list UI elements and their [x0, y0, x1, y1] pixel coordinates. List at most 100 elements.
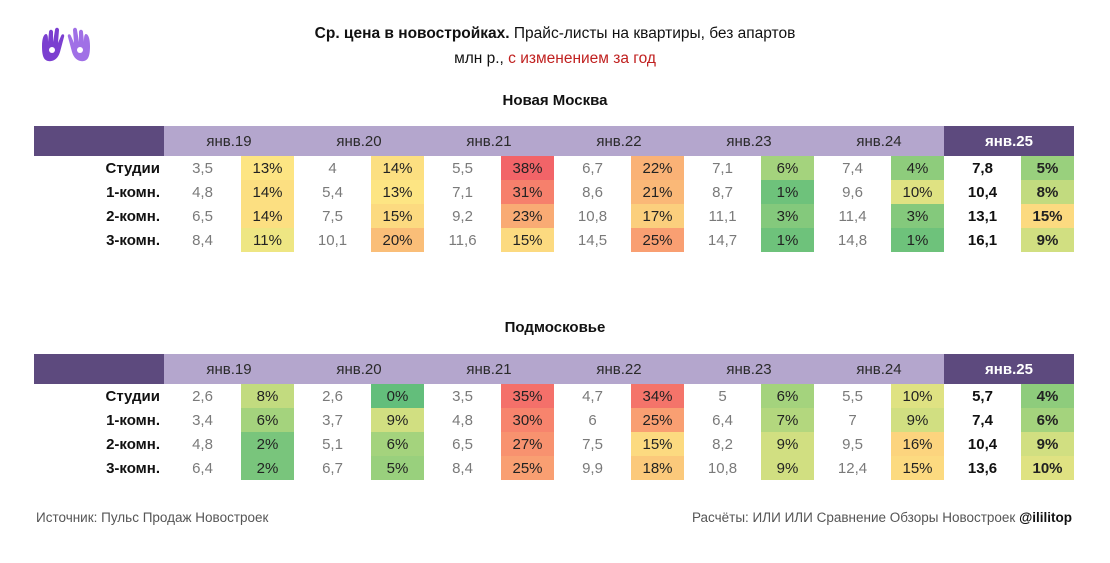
price-cell: 6,4 [192, 459, 213, 477]
change-cell: 35% [501, 384, 554, 408]
section-title-new-moscow: Новая Москва [502, 92, 608, 109]
price-cell: 10,1 [317, 231, 348, 249]
credits-note: Расчёты: ИЛИ ИЛИ Сравнение Обзоры Новост… [692, 510, 1072, 525]
price-cell: 9,5 [842, 435, 863, 453]
change-cell: 6% [371, 432, 424, 456]
price-cell: 10,8 [577, 207, 608, 225]
price-cell: 7,1 [452, 183, 473, 201]
table-row: 2-комн. 4,8 2% 5,1 6% 6,5 27% 7,5 15% 8,2 9% 9,5 16%… [34, 432, 1074, 456]
change-cell: 15% [371, 204, 424, 228]
price-cell: 14,5 [577, 231, 608, 249]
price-cell: 7 [848, 411, 857, 429]
chart-title: Ср. цена в новостройках. Прайс-листы на … [0, 25, 1110, 43]
change-cell: 1% [891, 228, 944, 252]
price-cell: 4,8 [192, 183, 213, 201]
credits-text: Расчёты: ИЛИ ИЛИ Сравнение Обзоры Новост… [691, 510, 1020, 525]
price-cell: 6,7 [582, 159, 603, 177]
price-cell: 11,4 [838, 207, 867, 225]
chart-subtitle: млн р., с изменением за год [0, 50, 1110, 68]
header-corner [34, 126, 164, 156]
price-cell: 2,6 [322, 387, 343, 405]
change-cell: 6% [1021, 408, 1074, 432]
change-cell: 13% [371, 180, 424, 204]
change-cell: 34% [631, 384, 684, 408]
change-cell: 9% [761, 432, 814, 456]
table-row: 3-комн. 8,4 11% 10,1 20% 11,6 15% 14,5 25% 14,7 1%… [34, 228, 1074, 252]
header-row: янв.19 янв.20 янв.21 янв.22 янв.23 янв.24 янв.… [34, 354, 1074, 384]
table-row: 1-комн. 4,8 14% 5,4 13% 7,1 31% 8,6 21% 8,7 1% 9,6 1… [34, 180, 1074, 204]
change-cell: 11% [241, 228, 294, 252]
price-cell: 13,6 [967, 459, 998, 477]
column-header-period: янв.22 [554, 354, 684, 384]
change-cell: 6% [761, 156, 814, 180]
price-cell: 8,7 [712, 183, 733, 201]
two-hands-logo-icon [42, 27, 90, 62]
table-row: Студии 2,6 8% 2,6 0% 3,5 35% 4,7 34% 5 6% 5,5 10% 5,7… [34, 384, 1074, 408]
change-cell: 20% [371, 228, 424, 252]
change-cell: 16% [891, 432, 944, 456]
change-cell: 38% [501, 156, 554, 180]
change-cell: 10% [891, 180, 944, 204]
change-cell: 9% [891, 408, 944, 432]
change-cell: 18% [631, 456, 684, 480]
change-cell: 14% [371, 156, 424, 180]
price-cell: 8,6 [582, 183, 603, 201]
change-cell: 23% [501, 204, 554, 228]
table-new-moscow: янв.19 янв.20 янв.21 янв.22 янв.23 янв.24 янв.… [34, 126, 1074, 252]
title-normal: Прайс-листы на квартиры, без апартов [509, 25, 796, 42]
change-cell: 7% [761, 408, 814, 432]
change-cell: 2% [241, 432, 294, 456]
change-cell: 3% [891, 204, 944, 228]
table-row: 1-комн. 3,4 6% 3,7 9% 4,8 30% 6 25% 6,4 7% 7 9% 7,4 6% [34, 408, 1074, 432]
change-cell: 13% [241, 156, 294, 180]
change-cell: 25% [631, 408, 684, 432]
price-cell: 14,7 [707, 231, 738, 249]
row-label: 1-комн. [106, 183, 160, 201]
subtitle-change-note: с изменением за год [508, 50, 656, 67]
price-cell: 13,1 [967, 207, 998, 225]
row-label: 3-комн. [106, 459, 160, 477]
column-header-period: янв.25 [944, 354, 1074, 384]
price-cell: 5,1 [322, 435, 343, 453]
table-moscow-region: янв.19 янв.20 янв.21 янв.22 янв.23 янв.24 янв.… [34, 354, 1074, 480]
price-cell: 4,8 [192, 435, 213, 453]
column-header-period: янв.20 [294, 126, 424, 156]
change-cell: 15% [631, 432, 684, 456]
change-cell: 14% [241, 180, 294, 204]
change-cell: 4% [891, 156, 944, 180]
price-cell: 5,4 [322, 183, 343, 201]
change-cell: 14% [241, 204, 294, 228]
change-cell: 9% [371, 408, 424, 432]
price-cell: 7,4 [842, 159, 863, 177]
column-header-period: янв.25 [944, 126, 1074, 156]
price-cell: 11,1 [708, 207, 737, 225]
column-header-period: янв.23 [684, 126, 814, 156]
price-cell: 5,7 [972, 387, 993, 405]
change-cell: 30% [501, 408, 554, 432]
price-cell: 3,4 [192, 411, 213, 429]
section-title-moscow-region: Подмосковье [504, 319, 606, 336]
price-cell: 7,8 [972, 159, 993, 177]
change-cell: 31% [501, 180, 554, 204]
change-cell: 9% [1021, 228, 1074, 252]
price-cell: 7,5 [322, 207, 343, 225]
price-cell: 5 [718, 387, 727, 405]
price-cell: 14,8 [837, 231, 868, 249]
price-cell: 6 [588, 411, 597, 429]
price-cell: 11,6 [448, 231, 477, 249]
change-cell: 6% [761, 384, 814, 408]
price-cell: 6,7 [322, 459, 343, 477]
change-cell: 15% [891, 456, 944, 480]
price-cell: 7,5 [582, 435, 603, 453]
title-bold: Ср. цена в новостройках. [314, 25, 510, 42]
change-cell: 1% [761, 228, 814, 252]
price-cell: 7,4 [972, 411, 993, 429]
change-cell: 10% [1021, 456, 1074, 480]
change-cell: 8% [241, 384, 294, 408]
column-header-period: янв.19 [164, 126, 294, 156]
change-cell: 3% [761, 204, 814, 228]
price-cell: 10,4 [967, 183, 998, 201]
price-cell: 6,5 [192, 207, 213, 225]
change-cell: 1% [761, 180, 814, 204]
change-cell: 10% [891, 384, 944, 408]
